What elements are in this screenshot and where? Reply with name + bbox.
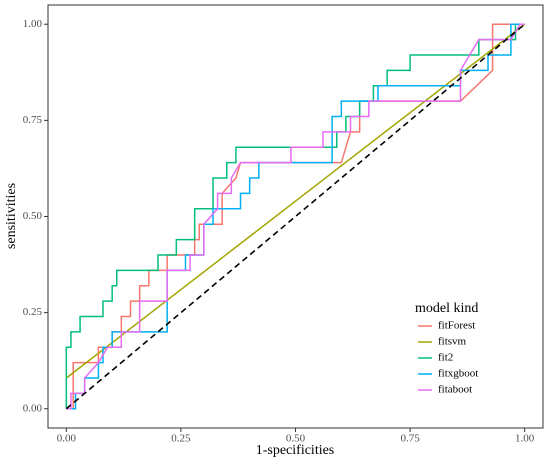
legend-text: fitaboot [438, 384, 472, 396]
y-axis-title: sensitivities [4, 183, 19, 249]
roc-line [66, 23, 525, 410]
y-tick-label: 0.00 [23, 402, 43, 414]
x-tick-label: 1.00 [515, 433, 535, 445]
legend-text: fitsvm [438, 336, 467, 348]
legend-text: fitForest [438, 320, 475, 332]
x-axis-title: 1-specificities [256, 443, 335, 458]
y-tick-label: 0.75 [23, 114, 43, 126]
legend-text: fitxgboot [438, 368, 478, 380]
x-tick-label: 0.50 [286, 433, 306, 445]
x-tick-label: 0.75 [400, 433, 420, 445]
roc-line [65, 23, 525, 409]
x-tick-label: 0.25 [171, 433, 191, 445]
panel [47, 4, 544, 429]
y-tick-label: 0.50 [23, 210, 43, 222]
roc-line [65, 23, 526, 379]
y-tick-label: 1.00 [23, 18, 43, 30]
legend-title: model kind [415, 301, 478, 316]
y-tick-label: 0.25 [23, 306, 43, 318]
x-tick-label: 0.00 [57, 433, 77, 445]
legend-text: fit2 [438, 352, 453, 364]
